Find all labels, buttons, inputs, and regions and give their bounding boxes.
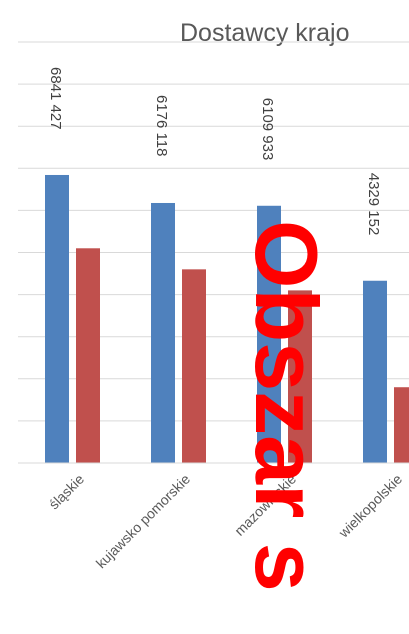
category-label: śląskie: [46, 471, 88, 513]
bar-red-3: [394, 387, 409, 463]
category-tick-labels: śląskie kujawsko pomorskie mazowieckie wiel…: [46, 471, 406, 572]
data-label: 4329 152: [365, 173, 382, 236]
bar-red-2: [288, 290, 312, 463]
category-label: kujawsko pomorskie: [93, 471, 194, 572]
bar-blue-1: [151, 202, 175, 464]
watermark: Obszar s: [237, 220, 336, 592]
bar-red-0: [76, 248, 100, 463]
data-label: 6176 118: [153, 95, 170, 156]
data-label: 6109 933: [259, 98, 276, 161]
bar-blue-0: [45, 174, 69, 463]
bar-blue-3: [363, 280, 387, 463]
bar-blue-2: [257, 205, 281, 463]
bars: [45, 174, 409, 464]
data-label: 6841 427: [47, 67, 64, 130]
data-labels: 6841 427 6176 118 6109 933 4329 152: [47, 67, 382, 235]
bar-red-1: [182, 269, 206, 463]
category-label: wielkopolskie: [335, 471, 405, 541]
chart-title: Dostawcy krajo: [180, 19, 350, 47]
